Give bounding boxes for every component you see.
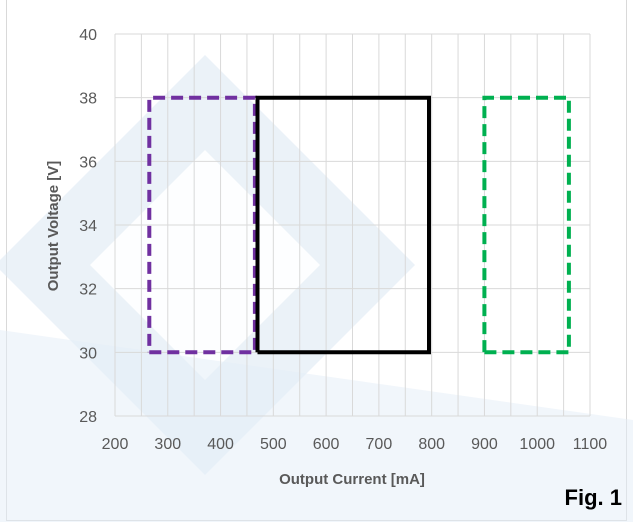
y-tick-label: 28 bbox=[79, 409, 97, 426]
plot-series bbox=[147, 95, 571, 355]
watermark-band bbox=[0, 330, 633, 522]
x-tick-label: 400 bbox=[207, 436, 234, 453]
x-tick-label: 1000 bbox=[519, 436, 555, 453]
x-tick-label: 900 bbox=[471, 436, 498, 453]
series-2-outline bbox=[255, 95, 431, 355]
x-axis-label: Output Current [mA] bbox=[279, 471, 425, 488]
y-tick-label: 40 bbox=[79, 27, 97, 44]
y-tick-label: 36 bbox=[79, 154, 97, 171]
x-tick-label: 200 bbox=[102, 436, 129, 453]
x-tick-label: 300 bbox=[154, 436, 181, 453]
tick-labels: 200 300 400 500 600 700 800 900 1000 1100 28 30 32 34… bbox=[79, 27, 607, 453]
y-tick-label: 30 bbox=[79, 345, 97, 362]
x-tick-label: 700 bbox=[366, 436, 393, 453]
x-tick-label: 600 bbox=[313, 436, 340, 453]
y-axis-label: Output Voltage [V] bbox=[45, 161, 62, 292]
series-3-outline bbox=[482, 95, 571, 355]
y-tick-label: 38 bbox=[79, 91, 97, 108]
series-1-outline bbox=[147, 95, 257, 355]
x-tick-label: 1100 bbox=[573, 436, 608, 453]
y-tick-label: 34 bbox=[79, 218, 97, 235]
x-tick-label: 800 bbox=[418, 436, 445, 453]
y-tick-label: 32 bbox=[79, 282, 97, 299]
x-tick-label: 500 bbox=[260, 436, 287, 453]
figure-label: Fig. 1 bbox=[565, 485, 622, 510]
